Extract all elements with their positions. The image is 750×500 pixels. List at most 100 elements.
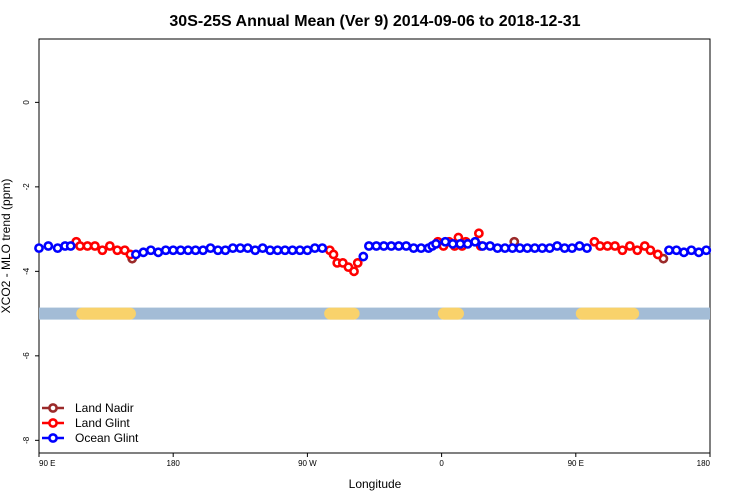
data-point (295, 245, 305, 256)
data-point (567, 243, 577, 254)
data-point (138, 247, 149, 258)
x-tick-label: 0 (439, 459, 444, 468)
data-point (227, 243, 238, 254)
land-band (575, 307, 640, 320)
data-point (309, 243, 320, 254)
data-point (242, 243, 253, 254)
data-point (220, 245, 231, 256)
x-tick-label: 180 (167, 459, 181, 468)
data-point (645, 245, 656, 256)
data-point (440, 236, 451, 247)
data-point (671, 245, 682, 256)
data-point (485, 241, 495, 251)
land-band (76, 307, 136, 320)
data-point (52, 243, 63, 254)
legend-label: Ocean Glint (75, 431, 139, 445)
y-tick-label: -2 (22, 183, 31, 191)
data-point (617, 245, 628, 256)
data-point (559, 243, 570, 254)
ocean-band (39, 307, 710, 320)
y-tick-label: 0 (22, 100, 31, 105)
legend-marker (48, 433, 58, 443)
land-band (437, 307, 464, 320)
data-point (686, 245, 697, 256)
series-layer (34, 228, 712, 277)
data-point (431, 238, 441, 249)
data-point (131, 249, 141, 260)
data-point (416, 243, 426, 254)
data-point (160, 245, 171, 256)
data-point (104, 241, 115, 251)
data-point (408, 243, 419, 254)
data-point (34, 243, 44, 254)
data-point (462, 238, 473, 249)
data-point (701, 245, 712, 256)
legend-label: Land Glint (75, 416, 130, 430)
data-point (198, 245, 208, 256)
data-point (514, 243, 525, 254)
data-point (470, 236, 481, 247)
data-point (352, 257, 363, 268)
data-point (378, 241, 389, 251)
data-point (145, 245, 156, 256)
data-point (693, 247, 704, 258)
data-point (250, 245, 261, 256)
data-point (272, 245, 283, 256)
data-point (190, 245, 201, 256)
data-point (213, 245, 223, 256)
y-axis-label: XCO2 - MLO trend (ppm) (0, 179, 13, 314)
data-point (183, 245, 194, 256)
data-point (632, 245, 643, 256)
legend-item: Land Nadir (42, 401, 134, 415)
series-ocean-glint (34, 236, 712, 262)
x-tick-label: 90 E (568, 459, 584, 468)
data-point (112, 245, 123, 256)
data-point (175, 245, 186, 256)
data-point (477, 241, 488, 251)
data-point (280, 245, 290, 256)
legend-label: Land Nadir (75, 401, 134, 415)
data-point (574, 241, 585, 251)
data-point (522, 243, 533, 254)
data-point (371, 241, 382, 251)
y-axis: 0 -2 -4 -6 -8 (22, 100, 39, 444)
legend-marker (48, 418, 58, 428)
data-point (529, 243, 540, 254)
legend-item: Ocean Glint (42, 431, 139, 445)
data-point (302, 245, 313, 256)
data-point (75, 241, 85, 251)
data-point (364, 241, 374, 251)
data-point (65, 241, 76, 251)
data-point (401, 241, 412, 251)
data-point (455, 238, 466, 249)
data-point (328, 249, 339, 260)
data-point (43, 241, 54, 251)
data-point (205, 243, 216, 254)
x-tick-label: 90 W (298, 459, 317, 468)
data-point (257, 243, 268, 254)
data-point (500, 243, 510, 254)
data-point (82, 241, 93, 251)
y-tick-label: -6 (22, 352, 31, 360)
data-point (473, 228, 484, 239)
data-point (652, 249, 663, 260)
data-point (544, 243, 555, 254)
chart-title: 30S-25S Annual Mean (Ver 9) 2014-09-06 t… (169, 13, 580, 30)
data-point (168, 245, 179, 256)
data-point (97, 245, 108, 256)
data-point (386, 241, 397, 251)
data-point (317, 243, 328, 254)
legend-item: Land Glint (42, 416, 130, 430)
data-point (349, 266, 359, 277)
data-point (507, 243, 518, 254)
land-ocean-bar (39, 307, 710, 320)
data-point (582, 243, 592, 254)
data-point (358, 251, 369, 262)
data-point (552, 241, 563, 251)
y-tick-label: -4 (22, 267, 31, 275)
x-tick-label: 90 E (39, 459, 55, 468)
data-point (537, 243, 548, 254)
data-point (287, 245, 298, 256)
